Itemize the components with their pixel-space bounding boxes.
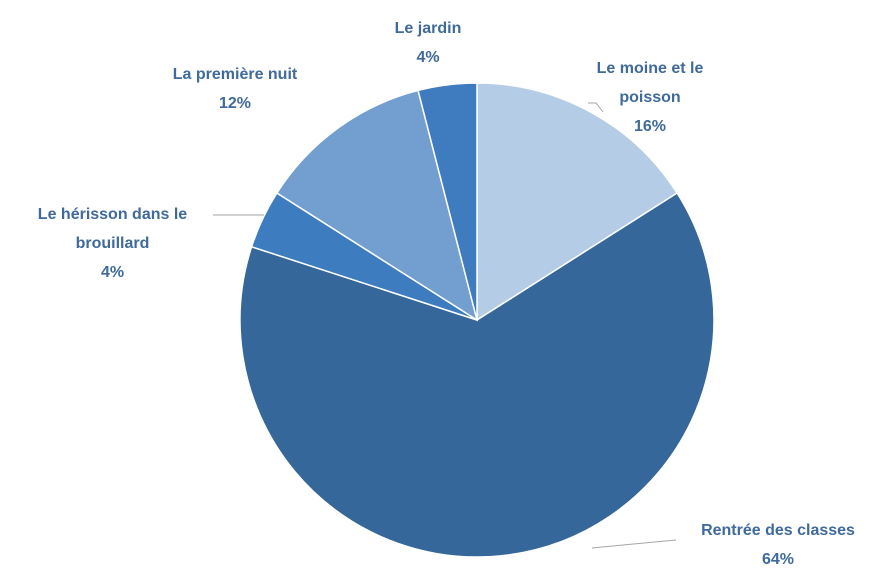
pie-slice bbox=[239, 191, 715, 558]
pie-slice bbox=[275, 89, 479, 322]
data-label: Le hérisson dans le brouillard 4% bbox=[10, 200, 215, 287]
pie-slice bbox=[417, 82, 478, 321]
category-label: La première nuit bbox=[172, 66, 298, 83]
value-label: 4% bbox=[416, 49, 440, 66]
value-label: 64% bbox=[761, 551, 795, 568]
slices bbox=[239, 82, 715, 558]
leader-line bbox=[588, 102, 604, 113]
leader-line bbox=[591, 539, 677, 549]
category-label: Le jardin bbox=[394, 20, 462, 37]
category-label: Rentrée des classes bbox=[701, 522, 855, 539]
value-label: 12% bbox=[218, 95, 252, 112]
data-label: Le moine et le poisson 16% bbox=[585, 54, 715, 141]
value-label: 16% bbox=[633, 118, 667, 135]
value-label: 4% bbox=[100, 264, 125, 281]
category-label: Le moine et le poisson bbox=[596, 60, 704, 106]
pie-slice bbox=[476, 82, 679, 322]
data-label: Rentrée des classes 64% bbox=[668, 516, 888, 569]
category-label: Le hérisson dans le brouillard bbox=[37, 206, 188, 252]
data-label: Le jardin 4% bbox=[378, 14, 478, 72]
data-label: La première nuit 12% bbox=[135, 60, 335, 118]
